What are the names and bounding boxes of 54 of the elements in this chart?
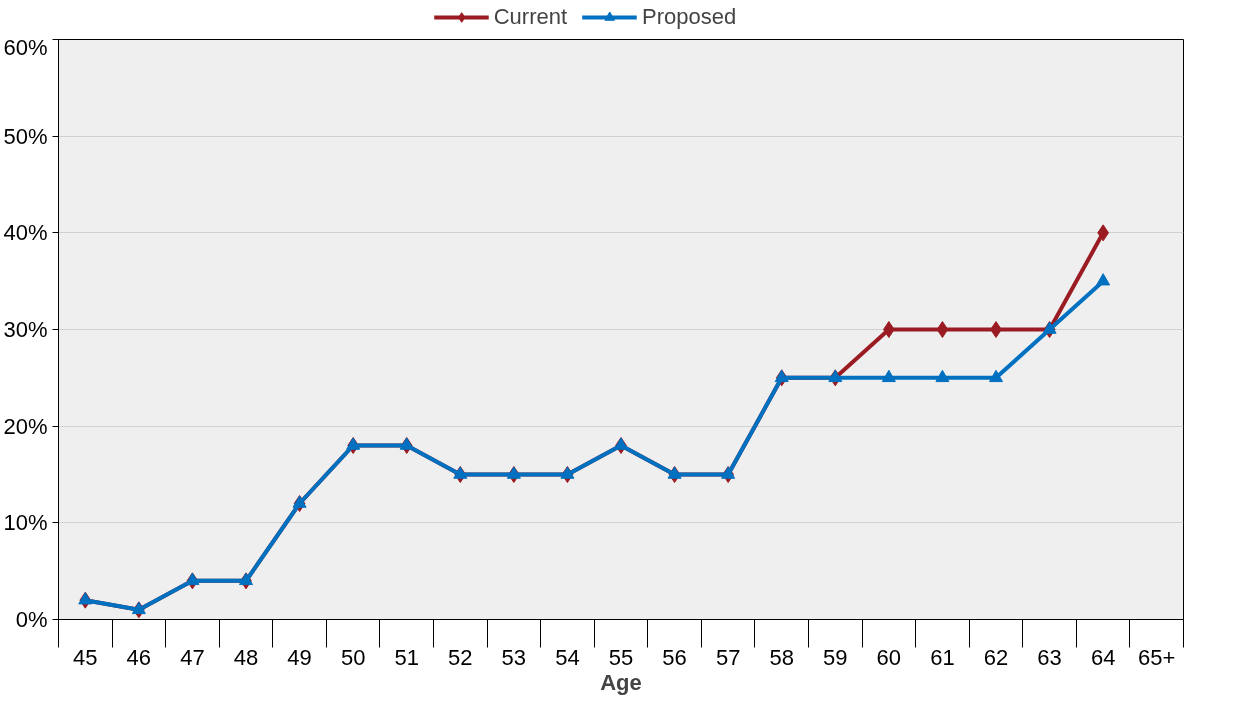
point xyxy=(1042,321,1057,334)
y-tick-label: 10% xyxy=(3,510,48,536)
point xyxy=(667,466,682,479)
x-axis-title: Age xyxy=(600,669,642,695)
point xyxy=(989,369,1003,383)
x-tick-label: 59 xyxy=(823,644,848,670)
x-tick-label: 57 xyxy=(715,644,741,670)
x-tick-label: 52 xyxy=(448,644,473,670)
legend-label: Current xyxy=(493,4,568,30)
x-tick-label: 65+ xyxy=(1138,644,1176,670)
point xyxy=(131,601,146,615)
point xyxy=(453,466,468,479)
point xyxy=(346,437,361,450)
point xyxy=(881,369,896,383)
x-tick-label: 56 xyxy=(662,644,687,670)
y-tick-label: 20% xyxy=(3,413,48,439)
x-tick-label: 60 xyxy=(876,644,902,670)
point xyxy=(185,572,200,586)
y-tick-label: 0% xyxy=(15,607,48,632)
y-tick-label: 60% xyxy=(3,34,48,60)
y-tick-label: 40% xyxy=(3,220,48,246)
x-tick-label: 63 xyxy=(1037,644,1062,670)
point xyxy=(990,321,1002,338)
point xyxy=(883,321,895,338)
point xyxy=(506,466,521,479)
point xyxy=(774,369,789,383)
point xyxy=(614,437,628,450)
legend-label: Proposed xyxy=(642,4,737,30)
point xyxy=(828,369,843,383)
point xyxy=(399,437,414,450)
point xyxy=(1096,273,1111,286)
x-tick-label: 50 xyxy=(340,644,366,670)
x-tick-label: 49 xyxy=(287,644,312,670)
x-tick-label: 58 xyxy=(769,644,794,670)
y-tick-label: 50% xyxy=(3,123,48,149)
x-tick-label: 55 xyxy=(608,644,634,670)
point xyxy=(292,495,307,508)
point xyxy=(936,321,949,338)
x-tick-label: 64 xyxy=(1090,644,1116,670)
point xyxy=(935,369,950,383)
point xyxy=(239,572,253,586)
point xyxy=(560,466,575,479)
point xyxy=(78,592,93,605)
x-tick-label: 46 xyxy=(126,644,152,670)
point xyxy=(721,466,736,479)
x-tick-label: 45 xyxy=(73,644,98,670)
x-tick-label: 62 xyxy=(983,644,1009,670)
x-tick-label: 54 xyxy=(555,644,580,670)
x-tick-label: 61 xyxy=(930,644,955,670)
x-tick-label: 47 xyxy=(180,644,205,670)
y-tick-label: 30% xyxy=(3,317,48,342)
x-tick-label: 53 xyxy=(501,644,527,670)
x-tick-label: 51 xyxy=(394,644,419,670)
x-tick-label: 48 xyxy=(233,644,259,670)
